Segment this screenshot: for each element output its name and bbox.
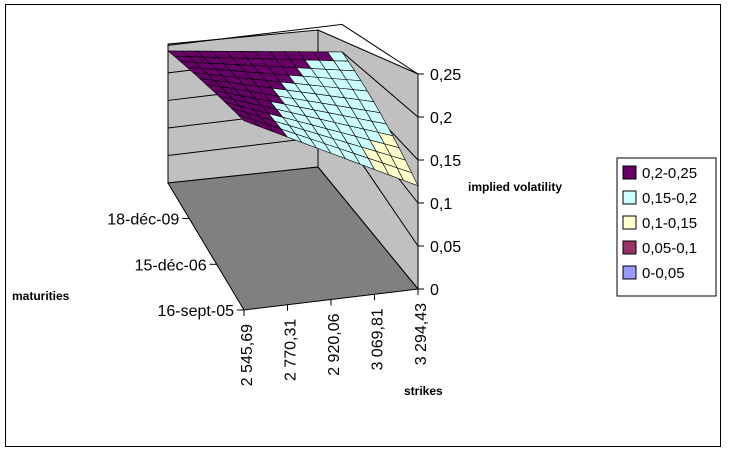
legend-swatch <box>622 190 637 205</box>
z-tick-label: 0,05 <box>430 239 461 256</box>
z-axis-ticks: 0 0,05 0,1 0,15 0,2 0,25 <box>418 67 461 299</box>
gridline <box>167 23 419 75</box>
strike-tick-label: 2 545,69 <box>239 324 256 386</box>
legend-label: 0,15-0,2 <box>642 190 697 207</box>
z-axis-title: implied volatility <box>468 180 562 194</box>
z-tick-label: 0,1 <box>430 196 452 213</box>
strike-tick-label: 3 069,81 <box>370 308 387 370</box>
strike-tick-label: 2 770,31 <box>283 319 300 381</box>
volatility-surface <box>167 50 419 187</box>
z-tick-label: 0,2 <box>430 110 452 127</box>
maturity-tick-label: 15-déc-06 <box>135 257 207 274</box>
legend: 0,2-0,25 0,15-0,2 0,1-0,15 0,05-0,1 0-0,05 <box>616 157 717 297</box>
y-axis-title: maturities <box>12 289 70 303</box>
legend-label: 0,2-0,25 <box>642 165 697 182</box>
strike-axis-ticks: 2 545,69 2 770,31 2 920,06 3 069,81 3 294,43 <box>239 289 430 386</box>
maturity-axis-ticks: 16-sept-05 15-déc-06 18-déc-09 <box>107 212 244 320</box>
z-tick-label: 0,15 <box>430 153 461 170</box>
legend-swatch <box>622 265 637 280</box>
legend-swatch <box>622 215 637 230</box>
maturity-tick-label: 16-sept-05 <box>158 303 235 320</box>
legend-label: 0,1-0,15 <box>642 215 697 232</box>
legend-label: 0,05-0,1 <box>642 240 697 257</box>
maturity-tick-label: 18-déc-09 <box>107 212 179 229</box>
legend-label: 0-0,05 <box>642 265 685 282</box>
surface-cell <box>396 167 419 187</box>
x-axis-title: strikes <box>404 384 443 398</box>
strike-tick-label: 3 294,43 <box>413 303 430 365</box>
z-tick-label: 0,25 <box>430 67 461 84</box>
legend-swatch <box>622 165 637 180</box>
z-tick-label: 0 <box>430 282 439 299</box>
legend-swatch <box>622 240 637 255</box>
strike-tick-label: 2 920,06 <box>326 313 343 375</box>
